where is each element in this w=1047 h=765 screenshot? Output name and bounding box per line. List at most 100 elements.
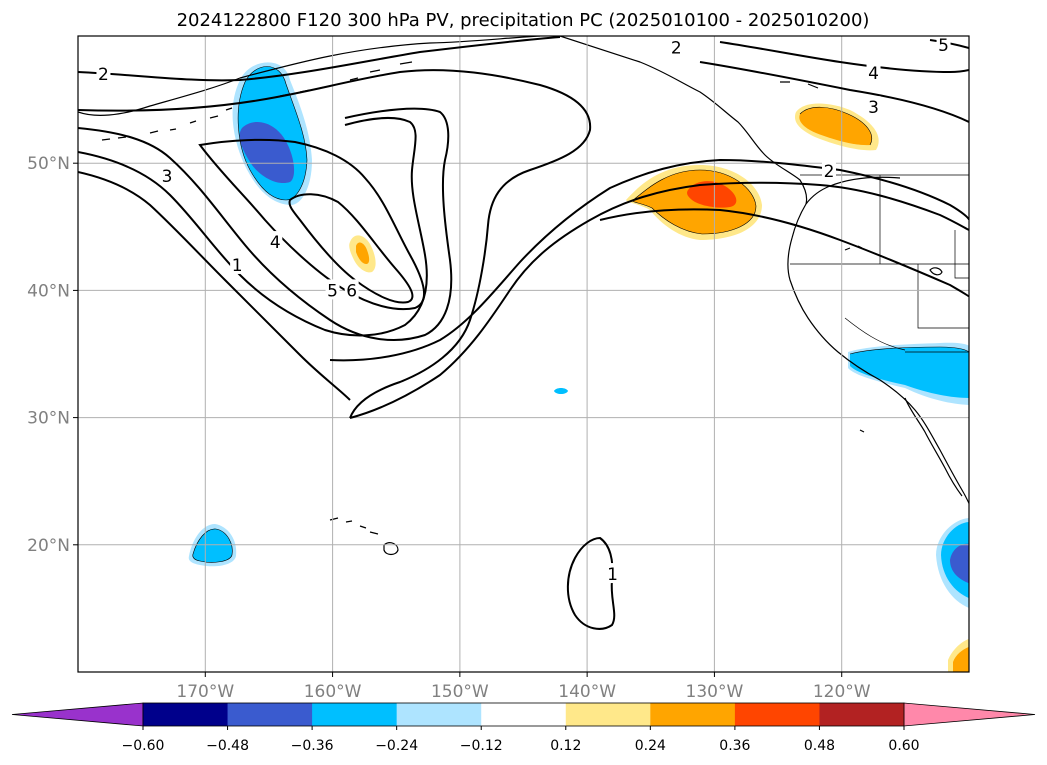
colorbar-tick-label: −0.24: [375, 738, 418, 754]
pv-contour-5: [198, 138, 426, 311]
gridlines: [78, 36, 969, 672]
colorbar-tick-label: 0.12: [550, 738, 581, 754]
contour-label: 2: [98, 65, 109, 85]
colorbar-segment: [227, 703, 313, 726]
lon-tick-label: 150°W: [431, 682, 489, 702]
pv-contour-2-jet: [349, 181, 969, 419]
precip-outline: [192, 528, 233, 563]
contour-label: 2: [824, 162, 835, 182]
contour-label: 2: [671, 38, 682, 58]
lat-tick-label: 20°N: [27, 536, 70, 556]
colorbar-segment: [312, 703, 398, 726]
alaska-coast: [78, 36, 541, 116]
colorbar-tick-label: 0.60: [888, 738, 919, 754]
lon-tick-label: 130°W: [686, 682, 744, 702]
precip-shade-orange: [799, 107, 872, 146]
lat-tick-label: 30°N: [27, 409, 70, 429]
colorbar-extend-under: [11, 702, 144, 727]
precip-shade-orange: [356, 242, 370, 264]
pv-contour-1-jet: [329, 158, 969, 362]
precip-shade-red-orange: [687, 181, 737, 208]
coastlines: [78, 36, 969, 556]
colorbar: −0.60 −0.48 −0.36 −0.24 −0.12 0.12 0.24 0.36 0.4…: [11, 702, 1036, 754]
lon-tick-labels: 170°W 160°W 150°W 140°W 130°W 120°W: [176, 672, 871, 702]
hawaii-islands: [329, 517, 399, 556]
contour-label: 5: [938, 36, 949, 56]
contour-label-bg: [230, 253, 245, 274]
pv-contour-3: [78, 107, 453, 341]
gulf-of-alaska-coast: [559, 36, 808, 205]
contour-label-bg: [268, 231, 283, 252]
contour-label: 5: [327, 281, 338, 301]
contour-label-bg: [344, 279, 359, 300]
contour-label: 1: [232, 256, 243, 276]
colorbar-segment: [481, 703, 567, 726]
colorbar-extend-over: [903, 702, 1036, 727]
colorbar-segment: [819, 703, 905, 726]
colorbar-frame: [142, 702, 905, 727]
contour-label-bg: [96, 63, 111, 84]
precip-outline: [849, 346, 969, 355]
lon-tick-label: 120°W: [813, 682, 871, 702]
contour-label-bg: [669, 36, 684, 57]
precip-outline: [799, 106, 872, 146]
west-coast-usa: [787, 203, 969, 505]
colorbar-segment: [565, 703, 651, 726]
pv-contour-northeast-5: [929, 39, 969, 49]
lat-tick-label: 50°N: [27, 154, 70, 174]
precip-shade-cyan: [192, 528, 233, 563]
precip-shade-cyan: [554, 388, 568, 394]
colorbar-segment: [650, 703, 736, 726]
chart-title: 2024122800 F120 300 hPa PV, precipitatio…: [177, 10, 870, 31]
precip-shade-orange: [953, 646, 969, 672]
precip-positive-shading: [349, 103, 969, 672]
colorbar-tick-label: −0.60: [122, 738, 165, 754]
contour-label-bg: [160, 164, 175, 185]
pv-contour-east-jet: [599, 208, 969, 298]
colorbar-tick-label: 0.24: [635, 738, 666, 754]
lon-tick-label: 170°W: [176, 682, 234, 702]
pv-contour-northeast-4: [719, 41, 969, 74]
colorbar-tick-label: −0.12: [460, 738, 503, 754]
contour-label-bg: [605, 563, 620, 584]
precip-shade-mid-blue: [950, 543, 969, 584]
pv-contour-6: [288, 193, 414, 304]
precip-shade-mid-blue: [239, 122, 295, 184]
contour-label: 3: [162, 167, 173, 187]
pv-contours: [78, 36, 969, 630]
precip-outlines: [192, 66, 969, 563]
contour-label: 4: [868, 64, 879, 84]
colorbar-segment: [143, 703, 229, 726]
pv-contour-4: [78, 117, 428, 337]
contour-label: 3: [868, 98, 879, 118]
pv-contour-northeast-3: [699, 61, 969, 123]
map-frame: [77, 35, 970, 673]
colorbar-tick-label: −0.48: [206, 738, 249, 754]
us-state-borders: [790, 175, 969, 351]
contour-label-bg: [866, 96, 881, 117]
contour-label-bg: [936, 36, 951, 54]
colorbar-tick-label: −0.36: [291, 738, 334, 754]
contour-label-bg: [821, 159, 836, 180]
lon-tick-label: 160°W: [304, 682, 362, 702]
lat-tick-label: 40°N: [27, 281, 70, 301]
precip-outline: [237, 66, 308, 201]
contour-label: 6: [346, 281, 357, 301]
pv-contour-northwest: [78, 69, 592, 419]
colorbar-tick-label: 0.48: [804, 738, 835, 754]
baja-coast: [904, 397, 963, 497]
contour-label-bg: [325, 279, 340, 300]
colorbar-segment: [396, 703, 482, 726]
lat-tick-labels: 20°N 30°N 40°N 50°N: [27, 154, 78, 556]
political-borders: [790, 174, 969, 353]
contour-label: 1: [607, 565, 618, 585]
pv-contour-1-west: [78, 171, 351, 401]
precip-outline: [631, 169, 757, 235]
pv-contour-2-north: [78, 36, 561, 82]
precip-shade-cyan: [850, 347, 969, 398]
lon-tick-label: 140°W: [558, 682, 616, 702]
contour-label: 4: [270, 233, 281, 253]
